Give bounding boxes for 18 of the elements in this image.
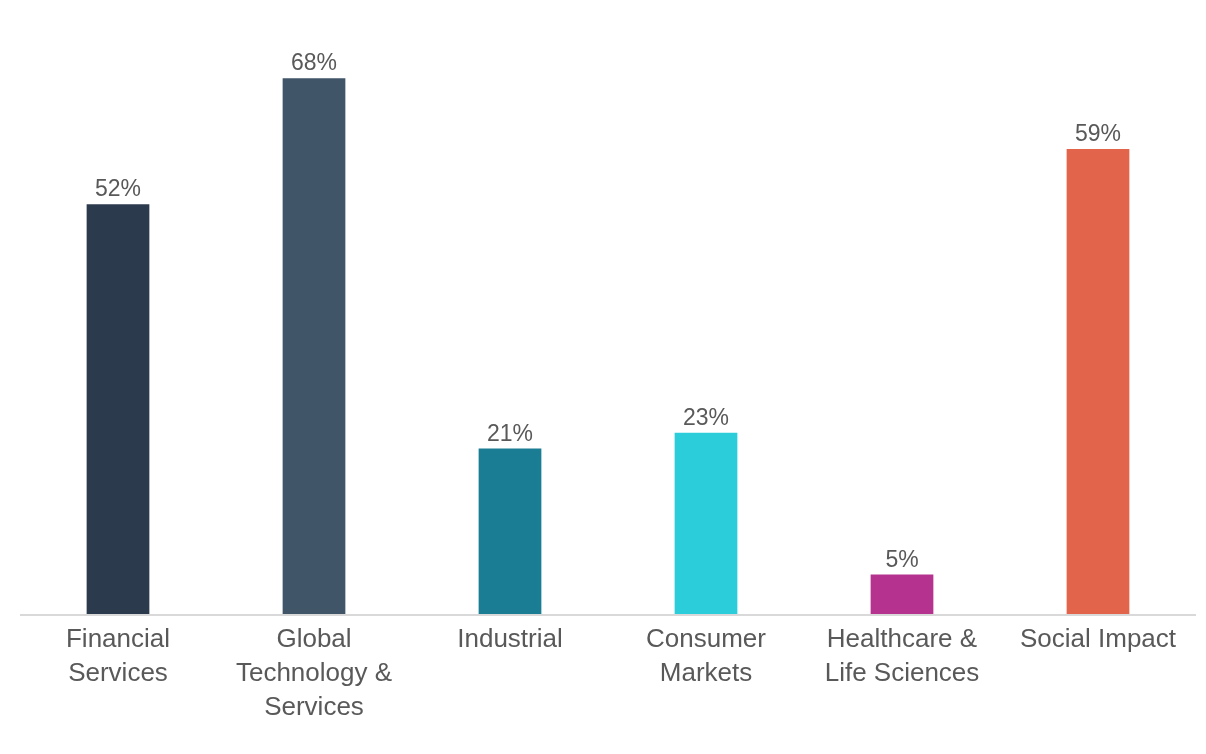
data-label: 21% <box>486 419 534 446</box>
bar <box>86 204 150 614</box>
x-tick-label: Consumer Markets <box>646 623 767 687</box>
x-tick-label: Social Impact <box>1019 623 1177 654</box>
data-label: 52% <box>94 175 142 202</box>
data-label: 23% <box>682 403 730 430</box>
x-tick-label: Financial Services <box>65 623 171 687</box>
bar <box>674 432 738 614</box>
bar <box>478 448 542 614</box>
data-label: 5% <box>885 545 919 572</box>
bar <box>870 574 934 614</box>
data-label: 68% <box>290 49 338 76</box>
data-label: 59% <box>1074 120 1122 147</box>
x-tick-label: Healthcare & Life Sciences <box>824 623 980 687</box>
x-tick-label: Industrial <box>457 623 563 654</box>
bar <box>1066 149 1130 614</box>
bar <box>282 78 346 614</box>
x-tick-label: Global Technology & Services <box>235 623 393 721</box>
